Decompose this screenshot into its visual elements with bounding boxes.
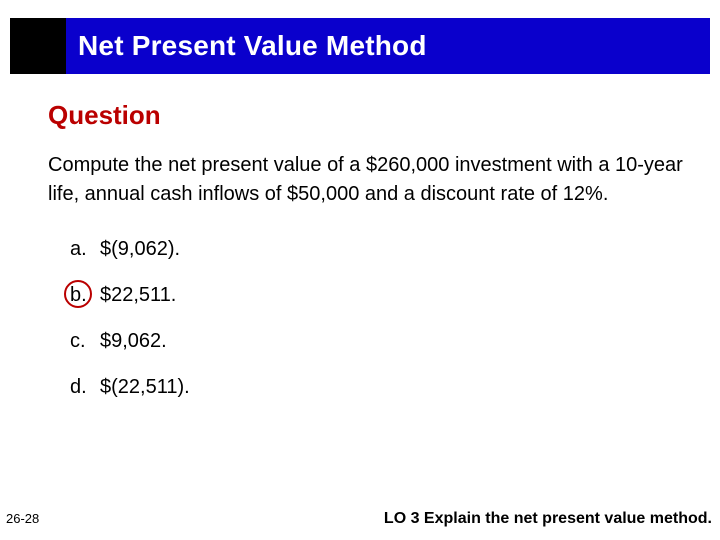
option-letter: b. (70, 283, 100, 307)
option-letter: a. (70, 237, 100, 261)
option-c: c. $9,062. (70, 329, 702, 353)
option-b: b. $22,511. (70, 283, 702, 307)
options-list: a. $(9,062). b. $22,511. c. $9,062. d. $… (70, 237, 702, 399)
option-value: $22,511. (100, 283, 176, 307)
title-accent-box (10, 18, 66, 74)
slide-title: Net Present Value Method (78, 30, 427, 62)
question-text: Compute the net present value of a $260,… (48, 151, 702, 209)
option-a: a. $(9,062). (70, 237, 702, 261)
content-area: Question Compute the net present value o… (48, 100, 702, 421)
page-number: 26-28 (6, 511, 39, 526)
option-letter: c. (70, 329, 100, 353)
option-d: d. $(22,511). (70, 375, 702, 399)
option-value: $(9,062). (100, 237, 180, 261)
question-heading: Question (48, 100, 702, 131)
learning-objective: LO 3 Explain the net present value metho… (384, 510, 712, 528)
correct-circle-icon (64, 280, 92, 308)
option-letter: d. (70, 375, 100, 399)
option-value: $(22,511). (100, 375, 190, 399)
title-bar: Net Present Value Method (10, 18, 710, 74)
option-value: $9,062. (100, 329, 167, 353)
